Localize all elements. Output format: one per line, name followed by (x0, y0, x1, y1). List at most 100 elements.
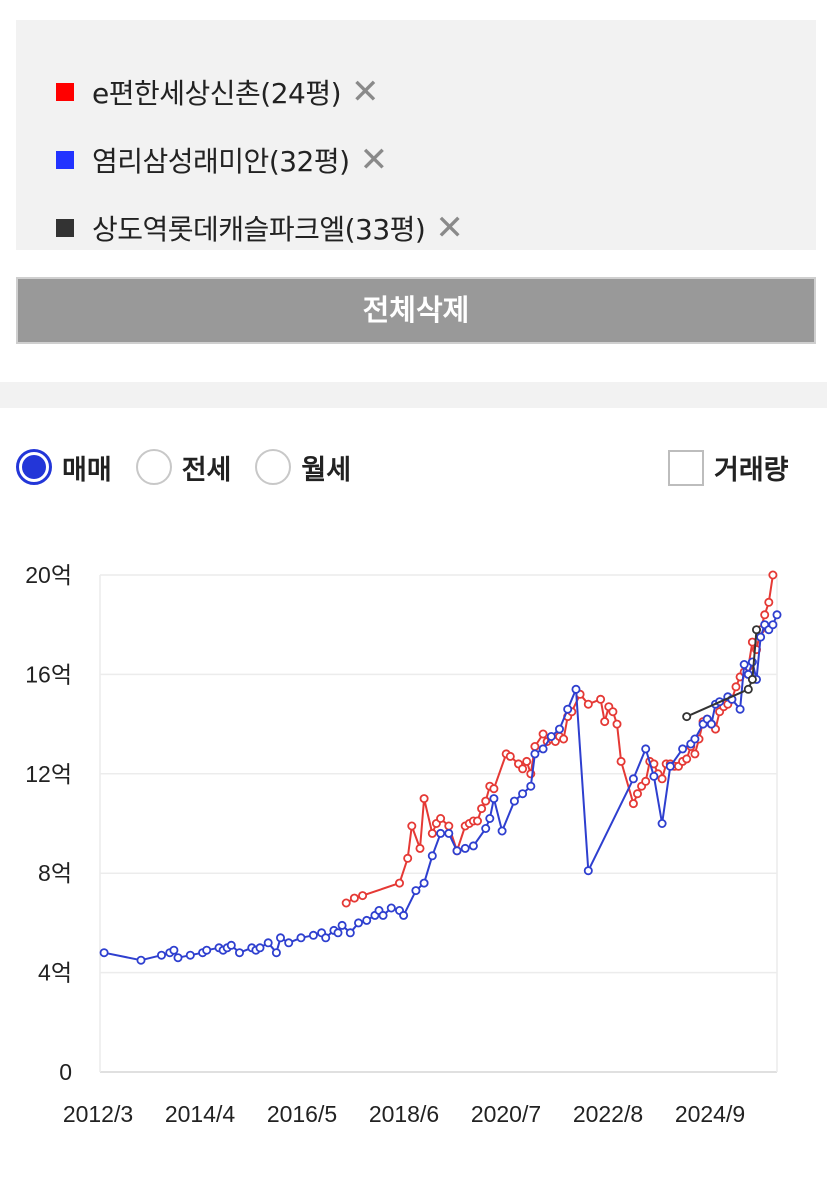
series-line (686, 629, 758, 718)
data-point (583, 699, 593, 709)
data-point (452, 846, 462, 856)
data-point (296, 933, 306, 943)
radio-unchecked-icon (135, 449, 172, 485)
data-point (649, 771, 659, 781)
data-point (337, 920, 347, 930)
checkbox-icon (668, 449, 704, 486)
data-point (399, 910, 409, 920)
data-point (678, 744, 688, 754)
legend-swatch-black (56, 219, 74, 237)
x-tick-label: 2012/3 (63, 1101, 133, 1127)
data-point (99, 948, 109, 958)
data-point (739, 660, 749, 670)
data-point (735, 704, 745, 714)
legend-swatch-red (56, 83, 74, 101)
data-point (497, 826, 507, 836)
data-point (472, 816, 482, 826)
data-point (173, 953, 183, 963)
data-point (764, 597, 774, 607)
data-point (477, 804, 487, 814)
data-point (522, 756, 532, 766)
data-point (665, 761, 675, 771)
y-tick-label: 0 (59, 1059, 72, 1085)
data-point (333, 928, 343, 938)
radio-jeonse[interactable]: 전세 (135, 448, 231, 487)
data-point (271, 948, 281, 958)
data-point (628, 799, 638, 809)
comparison-item-name: 상도역롯데캐슬파크엘(33평) (92, 213, 426, 246)
data-point (756, 632, 766, 642)
volume-checkbox[interactable]: 거래량 (668, 448, 789, 487)
data-point (555, 724, 565, 734)
data-point (378, 910, 388, 920)
data-point (419, 794, 429, 804)
data-point (559, 734, 569, 744)
data-point (641, 776, 651, 786)
data-point (349, 893, 359, 903)
data-point (321, 933, 331, 943)
y-tick-label: 12억 (25, 761, 72, 787)
data-point (407, 821, 417, 831)
data-point (760, 610, 770, 620)
chart-series (99, 570, 782, 965)
data-point (411, 886, 421, 896)
data-point (571, 684, 581, 694)
data-point (690, 734, 700, 744)
data-point (226, 940, 236, 950)
data-point (633, 789, 643, 799)
data-point (616, 756, 626, 766)
data-point (657, 818, 667, 828)
comparison-item-name: 염리삼성래미안(32평) (92, 145, 350, 178)
radio-label: 매매 (62, 454, 112, 486)
y-tick-label: 20억 (25, 562, 72, 588)
radio-unchecked-icon (255, 449, 292, 485)
data-point (641, 744, 651, 754)
data-point (772, 610, 782, 620)
data-point (358, 891, 368, 901)
data-point (308, 930, 318, 940)
close-icon[interactable]: ✕ (351, 72, 380, 112)
data-point (690, 749, 700, 759)
chart-axes: 0 4억 8억 12억 16억 20억 2012/3 2014/4 2016/5 2018/6 20… (25, 562, 745, 1127)
data-point (255, 943, 265, 953)
data-point (752, 625, 762, 635)
data-point (530, 741, 540, 751)
data-point (563, 704, 573, 714)
y-tick-label: 16억 (25, 661, 72, 687)
close-icon[interactable]: ✕ (435, 208, 464, 248)
trade-type-selector: 매매 전세 월세 (16, 446, 375, 488)
data-point (682, 712, 692, 722)
comparison-item-2: 염리삼성래미안(32평) ✕ (56, 140, 388, 180)
data-point (509, 796, 519, 806)
data-point (427, 851, 437, 861)
volume-label: 거래량 (714, 455, 789, 486)
close-icon[interactable]: ✕ (359, 140, 389, 180)
radio-monthly-rent[interactable]: 월세 (255, 448, 351, 487)
comparison-item-1: e편한세상신촌(24평) ✕ (56, 72, 380, 112)
delete-all-button[interactable]: 전체삭제 (16, 277, 816, 344)
data-point (747, 674, 757, 684)
data-point (608, 707, 618, 717)
data-point (612, 719, 622, 729)
y-tick-label: 4억 (38, 960, 72, 986)
x-tick-label: 2014/4 (165, 1101, 236, 1127)
data-point (657, 774, 667, 784)
chart-grid (99, 574, 778, 1073)
data-point (284, 938, 294, 948)
data-point (362, 915, 372, 925)
radio-sale[interactable]: 매매 (16, 448, 112, 487)
series-3 (682, 625, 762, 722)
y-tick-label: 8억 (38, 860, 72, 886)
data-point (706, 719, 716, 729)
data-point (345, 928, 355, 938)
comparison-item-name: e편한세상신촌(24평) (92, 77, 342, 110)
data-point (628, 774, 638, 784)
price-line-chart: 0 4억 8억 12억 16억 20억 2012/3 2014/4 2016/5 2018/6 20… (25, 562, 782, 1127)
data-point (485, 813, 495, 823)
radio-checked-icon (16, 449, 52, 485)
data-point (427, 828, 437, 838)
data-point (768, 570, 778, 580)
radio-label: 월세 (301, 454, 352, 486)
data-point (185, 950, 195, 960)
data-point (546, 731, 556, 741)
